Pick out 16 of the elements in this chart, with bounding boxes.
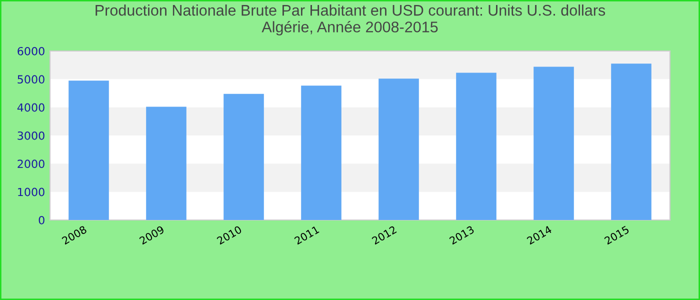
y-tick-label: 6000 <box>18 46 44 56</box>
y-tick-label: 2000 <box>18 160 44 168</box>
y-tick-label: 3000 <box>18 131 44 140</box>
bar <box>378 78 419 220</box>
y-tick-label: 0 <box>38 216 44 224</box>
bar <box>301 86 342 220</box>
y-tick-label: 1000 <box>18 188 44 196</box>
bar <box>224 94 264 220</box>
bar <box>611 64 652 220</box>
bar <box>534 66 574 220</box>
y-tick-label: 5000 <box>18 75 44 84</box>
y-tick-label: 4000 <box>17 103 44 112</box>
bar <box>68 80 109 220</box>
bar <box>456 72 496 220</box>
chart-title: Production Nationale Brute Par Habitant en USD courant: Units U.S. dollars Algérie, Année 2008-2015 <box>96 4 606 36</box>
bar <box>146 106 186 220</box>
